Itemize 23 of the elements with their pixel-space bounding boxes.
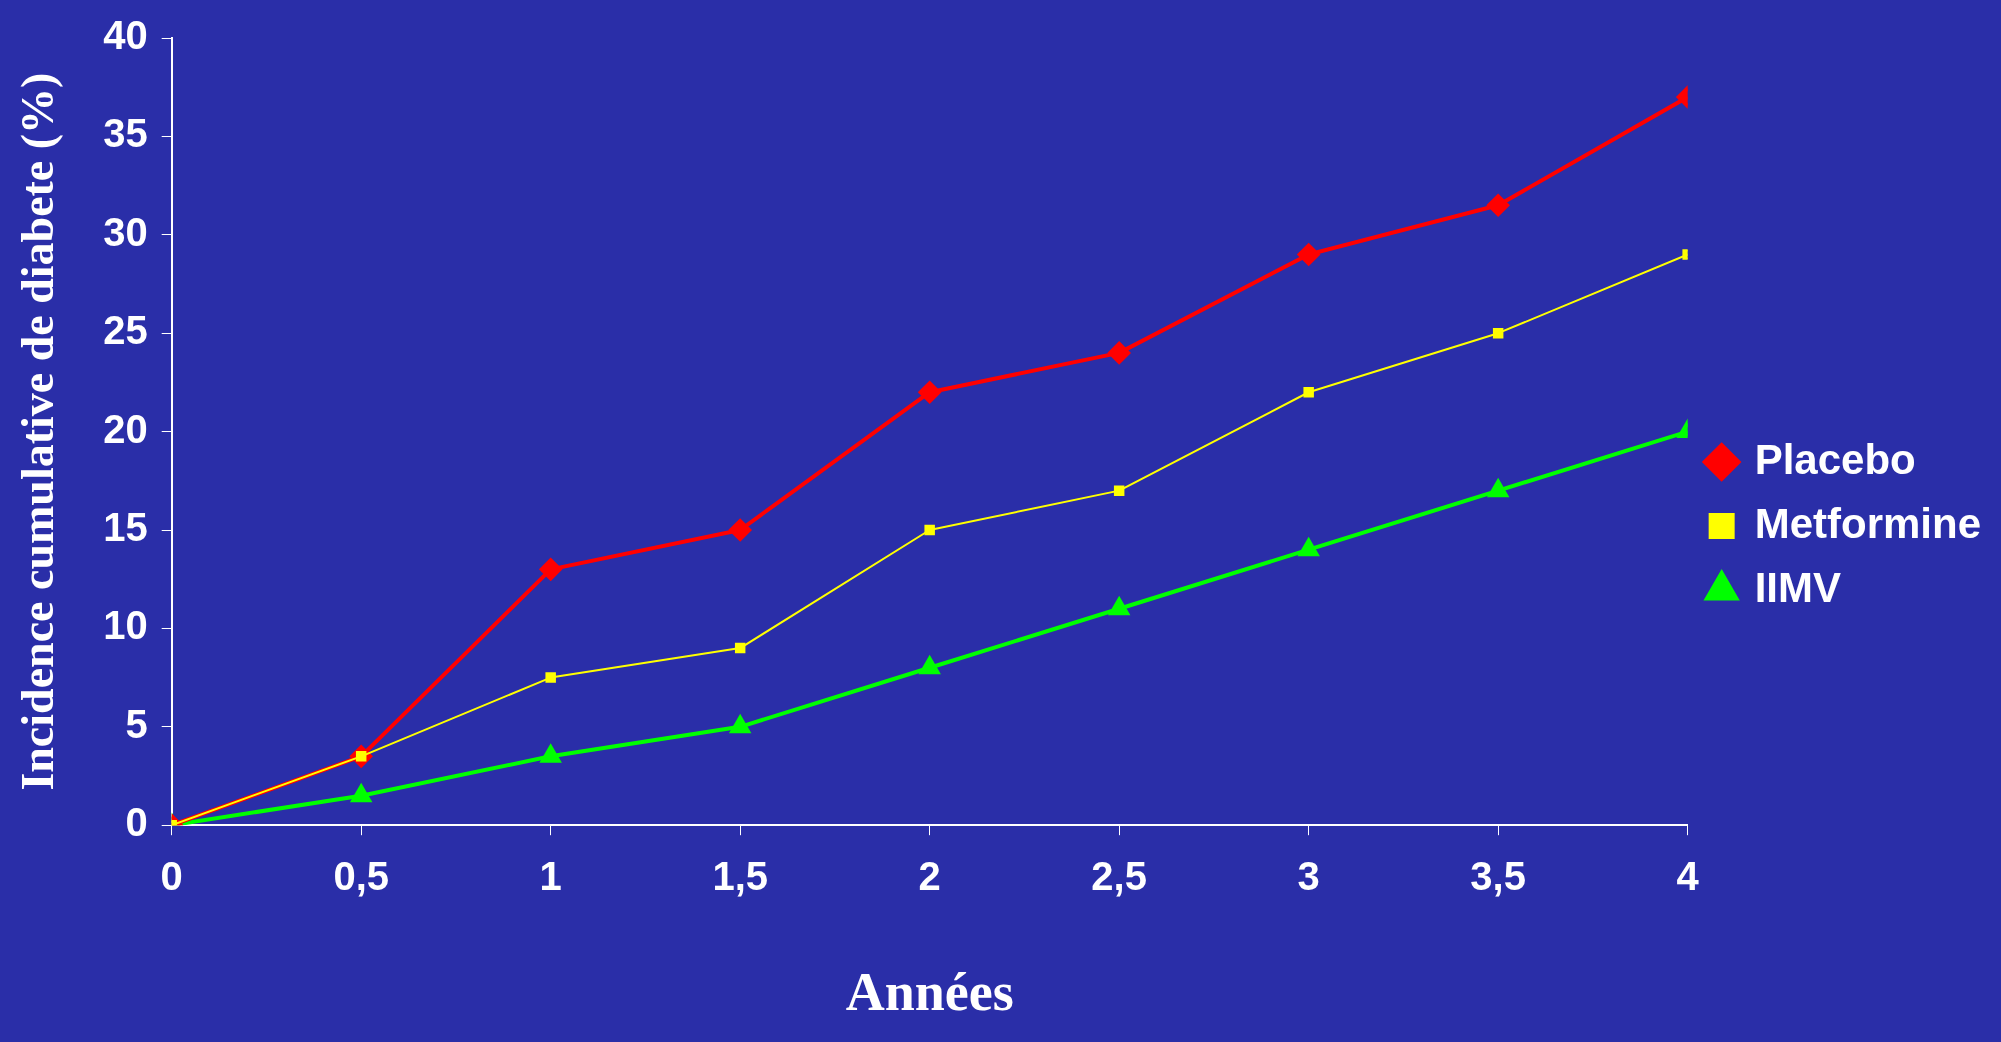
legend-label: Metformine [1754, 499, 1982, 547]
y-axis-title: Incidence cumulative de diabete (%) [12, 72, 64, 791]
x-tick-label: 3 [1297, 854, 1320, 899]
x-tick-label: 0 [160, 854, 183, 899]
y-tick-label: 25 [103, 308, 148, 353]
y-tick-label: 10 [103, 603, 148, 648]
y-tick-label: 20 [103, 406, 148, 451]
x-tick-label: 4 [1676, 854, 1700, 899]
y-tick-label: 5 [125, 701, 148, 746]
legend-label: Placebo [1754, 435, 1916, 483]
y-tick-label: 40 [103, 13, 148, 58]
x-tick-label: 2,5 [1091, 854, 1147, 899]
y-tick-label: 0 [125, 800, 148, 845]
y-tick-label: 15 [103, 505, 148, 550]
x-tick-label: 1 [539, 854, 562, 899]
x-tick-label: 2 [918, 854, 941, 899]
x-tick-label: 3,5 [1470, 854, 1526, 899]
y-tick-label: 30 [103, 209, 148, 254]
x-axis-title: Années [845, 961, 1014, 1022]
y-tick-label: 35 [103, 111, 148, 156]
legend-label: IIMV [1754, 563, 1841, 611]
x-tick-label: 0,5 [333, 854, 389, 899]
x-tick-label: 1,5 [712, 854, 768, 899]
